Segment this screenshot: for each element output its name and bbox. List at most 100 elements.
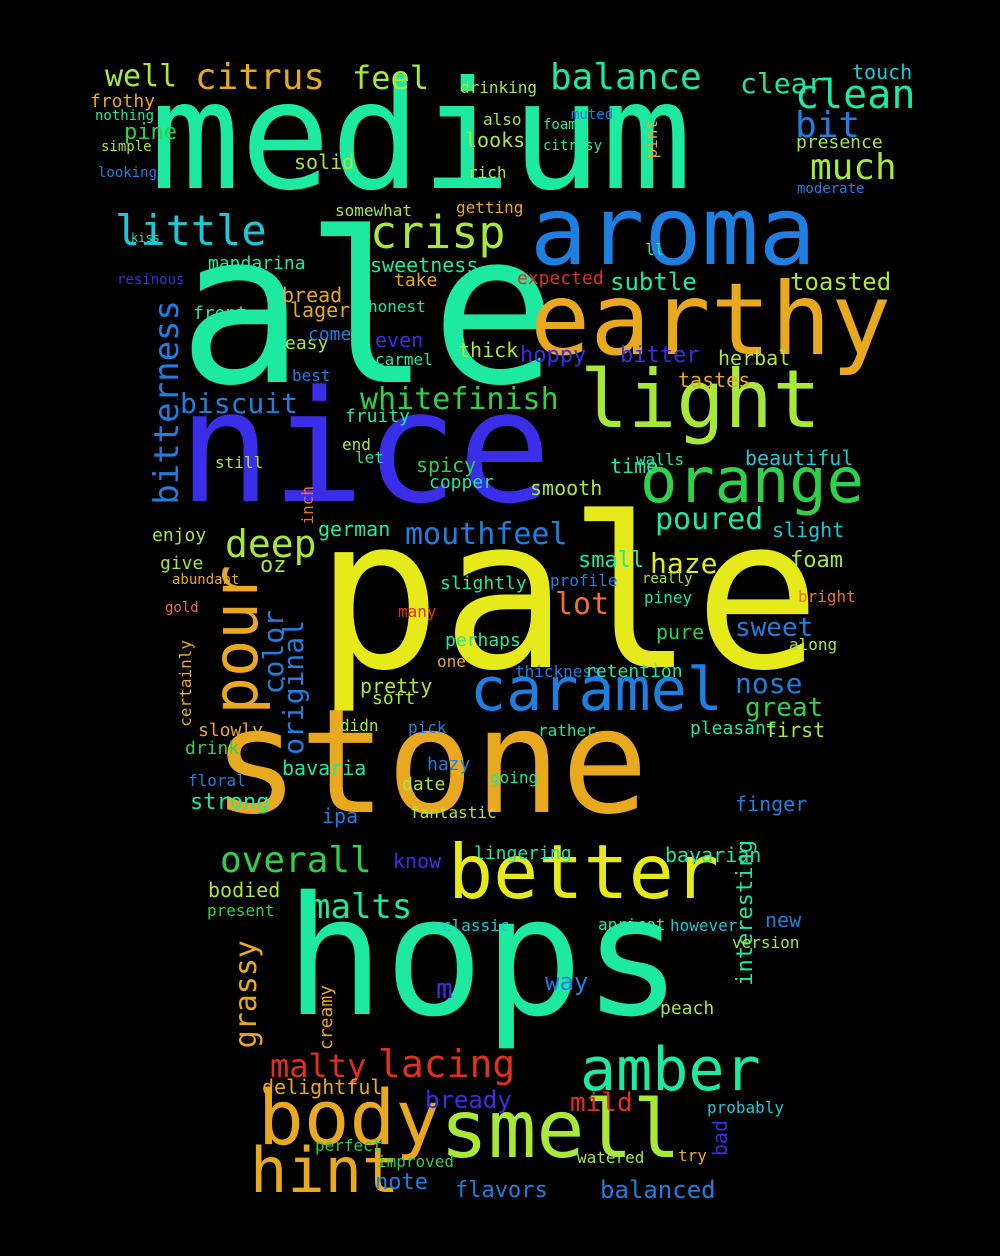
cloud-word: fantastic (410, 803, 497, 822)
cloud-word: balanced (600, 1176, 716, 1204)
cloud-word: nice (178, 357, 552, 538)
cloud-word: caramel (470, 655, 723, 725)
cloud-word: bit (795, 105, 861, 146)
cloud-word: mandarina (208, 253, 306, 274)
cloud-word: carmel (375, 350, 433, 369)
cloud-word: hint (250, 1134, 400, 1207)
cloud-word: lingering (474, 843, 572, 864)
cloud-word: clear (740, 67, 825, 100)
cloud-word: m (436, 972, 453, 1005)
cloud-word: clean (795, 72, 916, 118)
cloud-word: know (393, 849, 442, 873)
cloud-word: haze (650, 547, 718, 580)
cloud-word: sweetness (370, 253, 479, 277)
cloud-word: aroma (530, 177, 816, 287)
cloud-word: smooth (530, 476, 603, 500)
cloud-word: bavarian (665, 843, 762, 867)
cloud-word: grassy (229, 940, 264, 1049)
cloud-word: classic (442, 916, 510, 935)
cloud-word: front (193, 303, 248, 324)
cloud-word: slightly (440, 573, 527, 594)
cloud-word: better (448, 828, 719, 916)
cloud-word: come (308, 324, 352, 345)
cloud-word: presence (796, 132, 883, 153)
cloud-word: one (437, 652, 466, 671)
cloud-word: delightful (262, 1075, 383, 1099)
cloud-word: stone (212, 678, 649, 847)
cloud-word: watered (577, 1148, 645, 1167)
cloud-word: nothing (95, 108, 155, 124)
cloud-word: easy (285, 333, 329, 354)
cloud-word: smell (440, 1083, 681, 1176)
cloud-word: ll (645, 240, 665, 259)
cloud-word: pleasant (690, 718, 777, 739)
cloud-word: great (745, 693, 824, 723)
cloud-word: malts (310, 887, 413, 927)
cloud-word: bavaria (282, 756, 367, 780)
cloud-word: pretty (360, 674, 433, 698)
cloud-word: lot (555, 587, 610, 622)
cloud-word: whitefinish (360, 382, 559, 417)
cloud-word: tastes (678, 368, 751, 392)
cloud-word: inch (298, 486, 317, 525)
cloud-word: mild (570, 1088, 633, 1118)
cloud-word: slowly (198, 720, 264, 741)
cloud-word: expected (517, 268, 604, 289)
cloud-word: drink (185, 738, 240, 759)
cloud-word: poured (655, 502, 764, 537)
cloud-word: thickness (515, 662, 602, 681)
cloud-word: body (258, 1073, 442, 1162)
cloud-word: note (375, 1170, 428, 1195)
cloud-word: frothy (90, 91, 156, 112)
cloud-word: little (115, 206, 267, 255)
cloud-word: malty (270, 1047, 367, 1085)
cloud-word: bitterness (147, 300, 187, 505)
cloud-word: way (545, 968, 589, 996)
cloud-word: lager (290, 298, 351, 322)
cloud-word: take (394, 270, 438, 291)
cloud-word: first (765, 718, 826, 742)
cloud-word: date (402, 774, 446, 795)
cloud-word: lacing (378, 1042, 516, 1086)
cloud-word: apricot (598, 915, 666, 934)
cloud-word: gold (165, 600, 199, 616)
cloud-word: kiss (131, 231, 160, 245)
cloud-word: herbal (718, 346, 791, 370)
cloud-word: perfect (315, 1136, 383, 1155)
cloud-word: foam (790, 548, 843, 573)
cloud-word: subtle (610, 268, 697, 296)
cloud-word: probably (707, 1098, 785, 1117)
cloud-word: looks (465, 128, 526, 152)
cloud-word: feel (352, 59, 430, 97)
cloud-word: crisp (370, 206, 506, 259)
cloud-word: certainly (176, 640, 195, 727)
cloud-word: flavors (455, 1178, 548, 1203)
cloud-word: also (483, 110, 522, 129)
cloud-word: getting (456, 198, 524, 217)
cloud-word: citrusy (543, 138, 603, 154)
cloud-word: abundant (172, 572, 240, 588)
cloud-word: retention (585, 661, 683, 682)
cloud-word: hops (285, 861, 683, 1053)
cloud-word: solid (294, 150, 355, 174)
cloud-word: end (342, 435, 371, 454)
cloud-word: drinking (460, 78, 538, 97)
cloud-word: ipa (322, 804, 359, 828)
cloud-word: along (789, 635, 838, 654)
cloud-word: moderate (797, 181, 865, 197)
cloud-word: earthy (530, 261, 892, 378)
cloud-word: creamy (316, 985, 337, 1051)
cloud-word: new (765, 908, 802, 932)
cloud-word: perhaps (445, 630, 521, 651)
cloud-word: amber (580, 1035, 761, 1105)
cloud-word: enjoy (152, 525, 207, 546)
cloud-word: light (580, 353, 821, 446)
cloud-word: well (105, 59, 178, 94)
cloud-word: sweet (735, 613, 814, 643)
cloud-word: orange (640, 444, 864, 517)
cloud-word: profile (550, 571, 618, 590)
cloud-word: oz (260, 553, 287, 578)
cloud-word: pine (124, 120, 177, 145)
cloud-word: many (398, 602, 437, 621)
